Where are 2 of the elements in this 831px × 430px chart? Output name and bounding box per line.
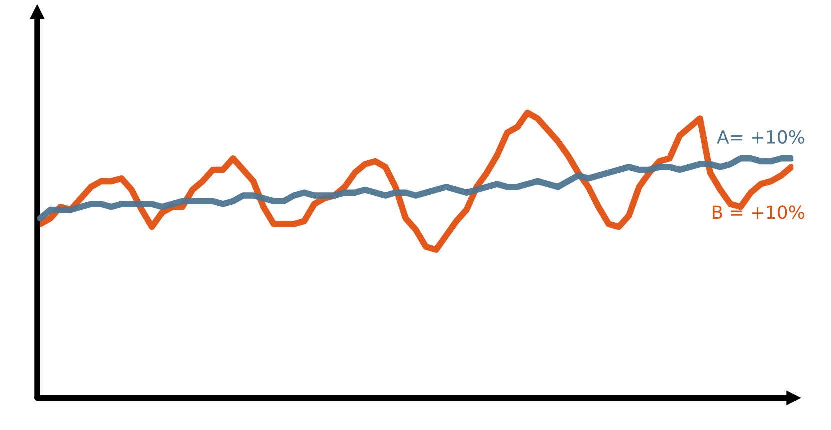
series-label: B = +10% — [712, 206, 804, 220]
series-label: A= +10% — [717, 130, 804, 144]
